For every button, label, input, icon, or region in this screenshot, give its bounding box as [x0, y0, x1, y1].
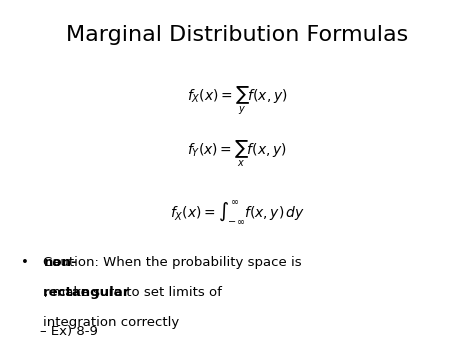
Text: $f_X(x) = \sum_y f(x,y)$: $f_X(x) = \sum_y f(x,y)$	[187, 85, 287, 117]
Text: rectangular: rectangular	[43, 286, 130, 299]
Text: Marginal Distribution Formulas: Marginal Distribution Formulas	[66, 25, 408, 45]
Text: – Ex) 8-9: – Ex) 8-9	[40, 325, 98, 338]
Text: integration correctly: integration correctly	[43, 316, 179, 329]
Text: , make sure to set limits of: , make sure to set limits of	[44, 286, 222, 299]
Text: non-: non-	[44, 256, 78, 269]
Text: Caution: When the probability space is: Caution: When the probability space is	[43, 256, 306, 269]
Text: $f_X(x) = \int_{-\infty}^{\infty} f(x,y)\,dy$: $f_X(x) = \int_{-\infty}^{\infty} f(x,y)…	[170, 199, 304, 225]
Text: $f_Y(x) = \sum_x f(x,y)$: $f_Y(x) = \sum_x f(x,y)$	[187, 138, 287, 169]
Text: •: •	[21, 256, 29, 269]
